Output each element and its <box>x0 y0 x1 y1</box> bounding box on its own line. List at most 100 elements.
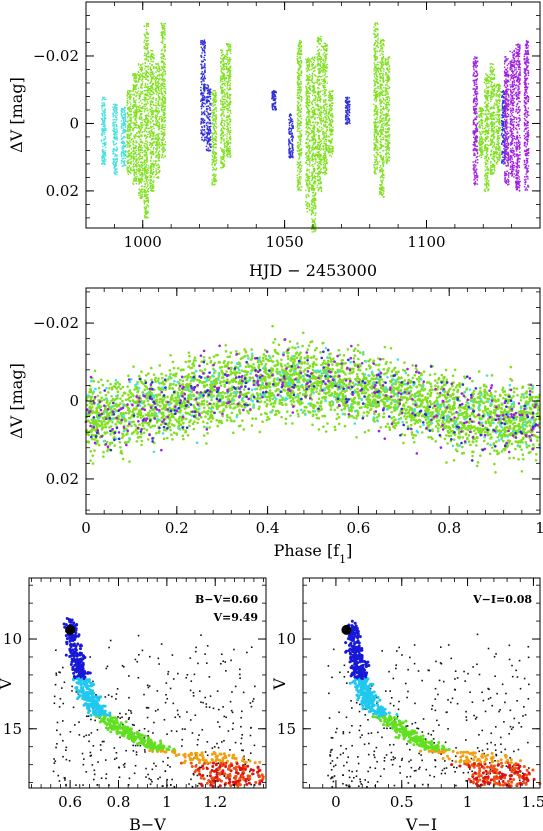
data-point <box>133 147 136 149</box>
data-point <box>320 98 322 100</box>
data-point <box>305 106 307 108</box>
data-point <box>330 145 332 147</box>
data-point <box>311 90 313 92</box>
data-point <box>141 79 143 81</box>
data-point <box>297 153 300 155</box>
data-point <box>145 103 147 105</box>
data-point <box>307 116 309 118</box>
data-point <box>162 101 164 104</box>
data-point <box>114 166 116 168</box>
data-point <box>298 187 300 190</box>
data-point <box>300 53 303 56</box>
data-point <box>156 69 159 72</box>
data-point <box>128 146 131 148</box>
data-point <box>296 71 299 74</box>
data-point <box>318 42 320 45</box>
data-point <box>145 190 148 193</box>
data-point <box>219 100 222 103</box>
data-point <box>114 131 117 133</box>
data-point <box>132 140 134 143</box>
data-point <box>155 141 157 144</box>
data-point <box>161 153 164 156</box>
data-point <box>120 142 123 144</box>
data-point <box>120 108 123 110</box>
data-point <box>228 76 231 78</box>
data-point <box>155 160 158 162</box>
data-point <box>153 54 155 56</box>
data-point <box>127 169 130 172</box>
data-point <box>213 168 215 170</box>
data-point <box>214 103 216 106</box>
data-point <box>121 116 124 118</box>
data-point <box>307 179 309 181</box>
data-point <box>318 75 321 77</box>
data-point <box>112 141 115 144</box>
data-point <box>121 132 123 135</box>
data-point <box>319 95 322 97</box>
data-point <box>121 109 123 111</box>
data-point <box>298 176 301 178</box>
data-point <box>158 147 160 149</box>
data-point <box>104 146 107 149</box>
data-point <box>227 109 230 112</box>
data-point <box>146 127 148 129</box>
data-point <box>161 25 164 28</box>
data-point <box>133 144 135 146</box>
data-point <box>162 109 164 111</box>
data-point <box>139 112 142 115</box>
data-point <box>222 100 224 103</box>
data-point <box>138 111 140 113</box>
data-point <box>103 139 105 141</box>
data-point <box>299 43 301 45</box>
data-point <box>141 102 143 105</box>
data-point <box>162 85 164 87</box>
data-point <box>150 86 153 89</box>
data-point <box>157 175 159 178</box>
data-point <box>145 71 147 73</box>
data-point <box>102 162 104 165</box>
data-point <box>224 93 226 96</box>
data-point <box>137 125 140 127</box>
night-block <box>131 73 138 186</box>
data-point <box>322 69 325 71</box>
data-point <box>224 88 226 91</box>
data-point <box>143 99 146 101</box>
data-point <box>159 97 161 99</box>
data-point <box>104 129 107 132</box>
data-point <box>114 153 116 156</box>
data-point <box>153 164 155 166</box>
data-point <box>226 121 228 124</box>
data-point <box>227 143 230 145</box>
data-point <box>145 158 148 161</box>
data-point <box>164 133 166 135</box>
data-point <box>332 120 334 122</box>
data-point <box>133 172 136 175</box>
data-point <box>144 35 146 37</box>
data-point <box>135 173 138 176</box>
data-point <box>157 64 160 66</box>
data-point <box>220 91 223 94</box>
data-point <box>320 147 323 150</box>
data-point <box>144 98 146 100</box>
data-point <box>313 121 315 123</box>
data-point <box>317 97 319 99</box>
data-point <box>139 166 141 168</box>
data-point <box>141 110 143 113</box>
data-point <box>155 93 158 96</box>
data-point <box>144 177 146 179</box>
data-point <box>220 109 222 111</box>
data-point <box>149 62 151 65</box>
data-point <box>129 119 131 121</box>
data-point <box>149 141 151 144</box>
data-point <box>140 63 142 66</box>
data-point <box>132 116 135 118</box>
data-point <box>311 153 314 155</box>
data-point <box>211 182 214 185</box>
data-point <box>151 64 153 66</box>
data-point <box>150 143 152 145</box>
data-point <box>226 153 228 155</box>
data-point <box>306 66 309 68</box>
data-point <box>101 157 103 159</box>
data-point <box>145 86 147 88</box>
data-point <box>307 90 309 93</box>
